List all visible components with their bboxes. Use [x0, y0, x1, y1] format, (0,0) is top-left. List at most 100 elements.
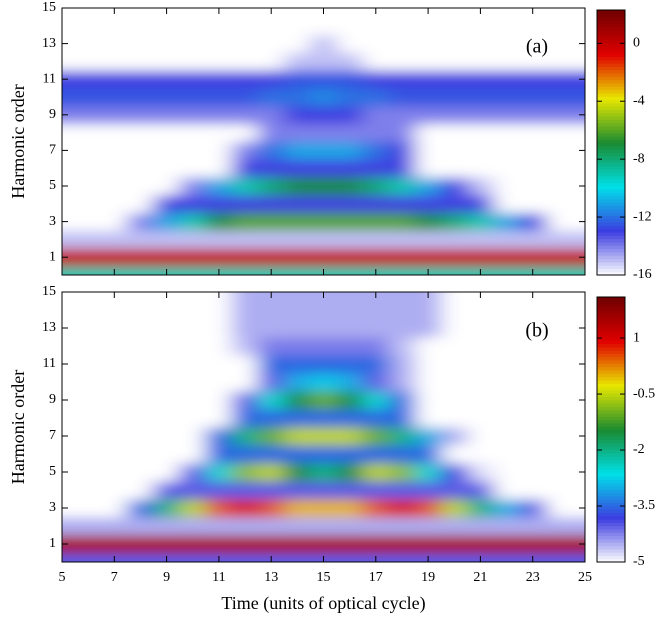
heat-cell	[205, 52, 233, 71]
colorbar-step	[597, 178, 625, 183]
heat-cell	[284, 105, 311, 125]
heat-cell	[258, 141, 285, 160]
heat-cell	[284, 34, 311, 53]
heat-cell	[493, 177, 521, 196]
colorbar-step	[597, 135, 625, 140]
colorbar-step	[597, 350, 625, 354]
heat-cell	[284, 194, 311, 214]
colorbar-step	[597, 129, 625, 134]
heat-cell	[101, 535, 128, 554]
heat-cell	[179, 337, 207, 356]
heatmap-area	[62, 292, 585, 562]
heat-cell	[493, 230, 521, 249]
colorbar-step	[597, 122, 625, 127]
heat-cell	[493, 105, 521, 125]
heat-cell	[62, 499, 76, 518]
colorbar-step	[597, 558, 625, 563]
heat-cell	[362, 535, 390, 554]
heat-cell	[179, 16, 207, 36]
heat-cell	[284, 292, 311, 302]
colorbar-step	[597, 528, 625, 533]
heat-cell	[441, 337, 468, 356]
heat-cell	[310, 88, 338, 107]
heat-cell	[284, 427, 311, 446]
heat-cell	[310, 373, 338, 392]
colorbar-step	[597, 139, 625, 144]
heat-cell	[62, 70, 76, 89]
colorbar-step	[597, 316, 625, 321]
heat-cell	[62, 16, 76, 36]
heat-cell	[205, 105, 233, 125]
heat-cell	[310, 499, 338, 518]
heat-cell	[441, 445, 468, 464]
heat-cell	[62, 141, 76, 160]
heat-cell	[336, 141, 364, 160]
x-tick-label: 21	[473, 570, 487, 585]
colorbar-step	[597, 459, 625, 464]
heat-cell	[545, 463, 573, 482]
colorbar-step	[597, 303, 625, 308]
heat-cell	[284, 177, 311, 196]
heat-cell	[153, 88, 181, 107]
heat-cell	[415, 88, 442, 107]
heat-cell	[545, 159, 573, 178]
heat-cell	[362, 355, 390, 374]
heat-cell	[258, 463, 285, 482]
heat-cell	[415, 463, 442, 482]
heat-cell	[101, 141, 128, 160]
x-tick-label: 23	[526, 570, 540, 585]
heat-cell	[205, 34, 233, 53]
colorbar-step	[597, 152, 625, 157]
heat-cell	[310, 194, 338, 214]
heat-cell	[179, 292, 207, 302]
heat-cell	[467, 463, 494, 482]
heat-cell	[310, 70, 338, 89]
heat-cell	[127, 52, 155, 71]
heat-cell	[571, 230, 585, 249]
colorbar-step	[597, 261, 625, 266]
colorbar-step	[597, 245, 625, 250]
heat-cell	[258, 337, 285, 356]
heat-cell	[336, 159, 364, 178]
colorbar-step	[597, 195, 625, 200]
heatmap-area	[62, 8, 585, 275]
heat-cell	[179, 177, 207, 196]
heat-cell	[205, 391, 233, 410]
heat-cell	[336, 123, 364, 142]
heat-cell	[310, 105, 338, 125]
heat-cell	[258, 427, 285, 446]
heat-cell	[467, 105, 494, 125]
heat-cell	[127, 553, 155, 562]
colorbar-step	[597, 248, 625, 253]
heat-cell	[62, 159, 76, 178]
heat-cell	[310, 319, 338, 338]
heat-cell	[571, 463, 585, 482]
heat-cell	[62, 337, 76, 356]
heat-cell	[205, 212, 233, 231]
heat-cell	[284, 88, 311, 107]
heat-cell	[231, 499, 259, 518]
colorbar-step	[597, 300, 625, 305]
colorbar-step	[597, 251, 625, 256]
heat-cell	[493, 481, 521, 500]
heat-cell	[258, 230, 285, 249]
y-tick-label: 3	[49, 500, 56, 515]
heat-cell	[362, 409, 390, 428]
heat-cell	[153, 427, 181, 446]
heat-cell	[493, 16, 521, 36]
colorbar-step	[597, 353, 625, 358]
x-tick-label: 25	[578, 570, 592, 585]
heat-cell	[101, 319, 128, 338]
heat-cell	[127, 409, 155, 428]
heat-cell	[258, 445, 285, 464]
colorbar-step	[597, 218, 625, 223]
heat-cell	[310, 445, 338, 464]
y-tick-label: 7	[49, 143, 56, 158]
heat-cell	[336, 70, 364, 89]
heat-cell	[441, 177, 468, 196]
heat-cell	[388, 355, 416, 374]
heat-cell	[179, 301, 207, 320]
heat-cell	[467, 177, 494, 196]
heat-cell	[127, 105, 155, 125]
heat-cell	[153, 194, 181, 214]
